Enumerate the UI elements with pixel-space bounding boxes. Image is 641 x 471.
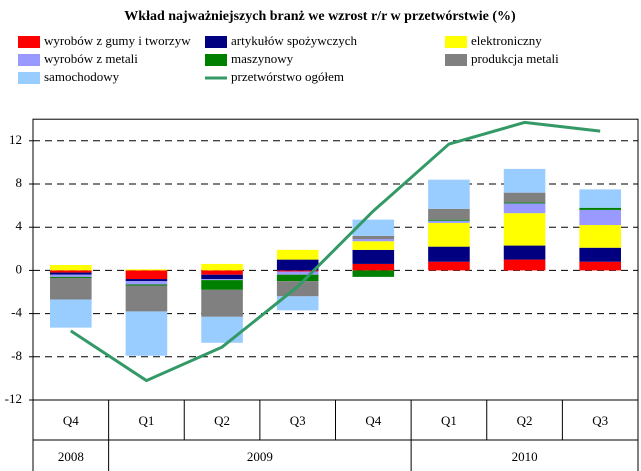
x-tick-label: Q4 bbox=[63, 413, 79, 428]
bar-segment bbox=[201, 274, 243, 280]
bar-segment bbox=[352, 263, 395, 271]
x-tick-label: Q3 bbox=[290, 413, 306, 428]
bar-segment bbox=[428, 222, 470, 247]
legend-swatch bbox=[18, 72, 40, 84]
y-tick-label: -8 bbox=[11, 348, 22, 363]
bar-segment bbox=[276, 296, 319, 311]
bar-segment bbox=[428, 208, 470, 220]
bar-segment bbox=[276, 274, 319, 282]
bar-segment bbox=[125, 284, 168, 286]
x-tick-label: Q4 bbox=[365, 413, 381, 428]
bar-segment bbox=[503, 192, 546, 203]
bar-segment bbox=[276, 270, 319, 272]
bar-segment bbox=[276, 271, 319, 275]
bar-segment bbox=[579, 261, 621, 271]
legend-label: wyrobów z metali bbox=[44, 51, 138, 66]
legend-label: maszynowy bbox=[231, 51, 294, 66]
bar-segment bbox=[579, 247, 621, 262]
bar-segment bbox=[50, 265, 92, 271]
bar-segment bbox=[276, 281, 319, 297]
bar-segment bbox=[352, 239, 395, 242]
legend-swatch bbox=[445, 54, 467, 66]
y-tick-label: 4 bbox=[16, 218, 23, 233]
bar-segment bbox=[503, 245, 546, 260]
year-label: 2008 bbox=[58, 449, 84, 464]
bar-segment bbox=[125, 270, 168, 280]
bar-segment bbox=[503, 168, 546, 193]
bar-segment bbox=[50, 270, 92, 273]
bar-segment bbox=[201, 289, 243, 317]
total-line bbox=[69, 120, 601, 383]
bar-segment bbox=[201, 280, 243, 290]
bar-segment bbox=[352, 270, 395, 277]
legend-swatch bbox=[205, 54, 227, 66]
bar-segment bbox=[503, 202, 546, 204]
bar-segment bbox=[428, 220, 470, 223]
legend-label: artykułów spożywczych bbox=[231, 33, 357, 48]
bar-segment bbox=[503, 203, 546, 214]
y-tick-label: 8 bbox=[16, 175, 23, 190]
bar-segment bbox=[125, 269, 168, 271]
legend-swatch bbox=[445, 36, 467, 48]
y-tick-label: -4 bbox=[11, 305, 22, 320]
bar-segment bbox=[50, 274, 92, 277]
bar-segment bbox=[352, 241, 395, 250]
bar-segment bbox=[352, 219, 395, 236]
bar-segment bbox=[201, 263, 243, 271]
bar-segment bbox=[125, 279, 168, 282]
bar-segment bbox=[276, 259, 319, 271]
bar-segment bbox=[125, 281, 168, 285]
legend-label: przetwórstwo ogółem bbox=[231, 69, 344, 84]
bar-segment bbox=[428, 219, 470, 221]
bar-segment bbox=[428, 179, 470, 209]
bar-segment bbox=[125, 285, 168, 312]
legend-label: wyrobów z gumy i tworzyw bbox=[44, 33, 191, 48]
bar-segment bbox=[276, 249, 319, 260]
bar-segment bbox=[503, 259, 546, 271]
legend-swatch bbox=[18, 54, 40, 66]
bar-segment bbox=[50, 299, 92, 328]
legend-swatch bbox=[205, 36, 227, 48]
year-label: 2010 bbox=[512, 449, 538, 464]
bar-segment bbox=[428, 261, 470, 271]
bar-segment bbox=[503, 213, 546, 246]
bar-segment bbox=[579, 189, 621, 208]
x-tick-label: Q2 bbox=[517, 413, 533, 428]
y-tick-label: -12 bbox=[5, 391, 22, 406]
chart-title: Wkład najważniejszych branż we wzrost r/… bbox=[124, 9, 516, 24]
legend-label: elektroniczny bbox=[471, 33, 542, 48]
bar-segment bbox=[579, 225, 621, 248]
legend-label: samochodowy bbox=[44, 69, 120, 84]
plot-frame bbox=[32, 118, 639, 401]
bar-segment bbox=[50, 272, 92, 275]
x-tick-label: Q2 bbox=[214, 413, 230, 428]
bar-segment bbox=[201, 279, 243, 281]
bar-segment bbox=[50, 276, 92, 278]
bar-segment bbox=[50, 277, 92, 300]
x-tick-label: Q3 bbox=[592, 413, 608, 428]
legend-label: produkcja metali bbox=[471, 51, 559, 66]
bar-segment bbox=[579, 207, 621, 210]
bar-segment bbox=[352, 249, 395, 264]
bar-segment bbox=[352, 235, 395, 240]
x-tick-label: Q1 bbox=[138, 413, 154, 428]
y-tick-label: 0 bbox=[16, 261, 23, 276]
bar-segment bbox=[428, 246, 470, 262]
year-label: 2009 bbox=[247, 449, 273, 464]
bar-segment bbox=[201, 316, 243, 343]
bar-segment bbox=[201, 270, 243, 275]
bar-segment bbox=[125, 311, 168, 356]
y-tick-label: 12 bbox=[9, 132, 22, 147]
bar-segment bbox=[579, 209, 621, 226]
legend-swatch bbox=[18, 36, 40, 48]
x-tick-label: Q1 bbox=[441, 413, 457, 428]
